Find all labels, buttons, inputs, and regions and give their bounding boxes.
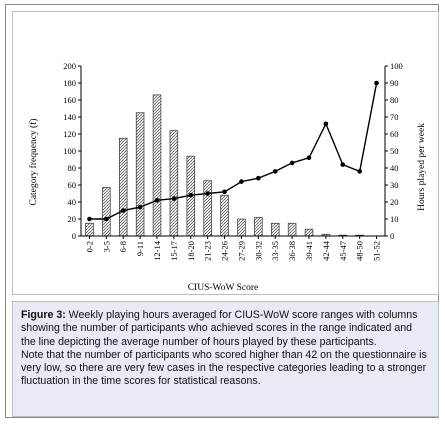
hours-point-3-5 <box>104 216 109 222</box>
left-tick-label: 80 <box>68 163 77 173</box>
figure-label: Figure 3: <box>21 309 66 321</box>
left-tick-label: 100 <box>63 146 76 156</box>
x-tick-label: 36-38 <box>287 241 297 261</box>
figure-caption: Figure 3: Weekly playing hours averaged … <box>12 301 439 417</box>
x-tick-label: 27-29 <box>236 241 246 261</box>
bar-series <box>85 94 364 237</box>
right-axis-ticks: 0 10 20 30 40 50 60 70 80 90 100 <box>385 61 403 241</box>
hours-point-51-52 <box>374 80 379 86</box>
hours-point-42-44 <box>323 121 329 127</box>
bar-9-11 <box>135 112 145 237</box>
left-tick-label: 180 <box>63 78 76 88</box>
bar-33-35 <box>270 222 280 237</box>
x-tick-label: 51-52 <box>372 241 382 261</box>
left-tick-label: 140 <box>63 112 76 122</box>
right-tick-label: 80 <box>390 95 399 105</box>
right-tick-label: 10 <box>390 214 399 224</box>
right-tick-label: 30 <box>390 180 399 190</box>
right-tick-label: 60 <box>390 129 399 139</box>
x-tick-label: 42-44 <box>321 240 331 261</box>
left-tick-label: 20 <box>68 214 77 224</box>
left-tick-label: 200 <box>63 61 76 71</box>
x-tick-label: 45-47 <box>338 241 348 261</box>
x-tick-label: 24-26 <box>220 241 230 261</box>
figure-frame: 0 20 40 60 80 100 120 140 160 180 200 0 10 20 30 40 50 6… <box>5 4 439 418</box>
left-tick-label: 40 <box>68 197 77 207</box>
hours-point-30-32 <box>256 175 261 181</box>
hours-point-33-35 <box>272 169 278 174</box>
hours-point-21-23 <box>205 191 210 196</box>
left-tick-label: 0 <box>72 231 76 241</box>
bar-36-38 <box>287 222 297 237</box>
hours-point-24-26 <box>222 189 227 195</box>
caption-paragraph-2: Note that the number of participants who… <box>21 348 427 388</box>
hours-point-39-41 <box>306 155 312 161</box>
bar-30-32 <box>254 216 263 237</box>
bar-24-26 <box>220 194 229 237</box>
combo-chart: 0 20 40 60 80 100 120 140 160 180 200 0 10 20 30 40 50 6… <box>28 61 427 293</box>
right-tick-label: 90 <box>390 78 399 88</box>
x-tick-label: 3-5 <box>101 241 111 252</box>
x-tick-label: 33-35 <box>270 241 280 261</box>
bar-0-2 <box>85 222 94 237</box>
chart-area: 0 20 40 60 80 100 120 140 160 180 200 0 10 20 30 40 50 6… <box>12 11 439 295</box>
x-tick-label: 30-32 <box>253 241 263 261</box>
x-tick-label: 9-11 <box>135 241 145 256</box>
right-tick-label: 100 <box>390 61 403 71</box>
x-tick-label: 21-23 <box>203 241 213 261</box>
bar-21-23 <box>203 180 212 237</box>
hours-point-36-38 <box>289 160 295 166</box>
right-tick-label: 20 <box>390 197 399 207</box>
left-tick-label: 60 <box>68 180 77 190</box>
hours-point-45-47 <box>340 162 346 167</box>
hours-point-0-2 <box>87 216 92 222</box>
x-tick-label: 39-41 <box>304 241 314 261</box>
x-tick-label: 0-2 <box>84 241 94 252</box>
hours-line <box>89 82 378 220</box>
x-axis-title: CIUS-WoW Score <box>188 283 259 293</box>
hours-point-27-29 <box>239 179 244 184</box>
bar-15-17 <box>169 130 179 237</box>
x-axis-ticks: 0-2 3-5 6-8 9-11 12-14 15-17 18-20 21-23 24-26 27… <box>84 236 382 261</box>
y-axis-title-right: Hours played per week <box>417 123 427 211</box>
x-tick-label: 6-8 <box>118 241 128 252</box>
bar-12-14 <box>152 94 162 237</box>
line-series <box>87 80 379 222</box>
x-tick-label: 12-14 <box>152 240 162 261</box>
hours-point-18-20 <box>188 192 194 198</box>
left-axis-ticks: 0 20 40 60 80 100 120 140 160 180 200 <box>63 61 81 241</box>
hours-point-48-50 <box>357 169 362 174</box>
caption-text-1: Weekly playing hours averaged for CIUS-W… <box>21 309 418 348</box>
hours-point-9-11 <box>137 204 143 210</box>
bar-39-41 <box>304 228 314 237</box>
x-tick-label: 15-17 <box>169 241 179 261</box>
right-tick-label: 40 <box>390 163 399 173</box>
hours-point-15-17 <box>171 196 177 201</box>
bar-27-29 <box>237 218 246 237</box>
right-tick-label: 50 <box>390 146 399 156</box>
left-tick-label: 160 <box>63 95 76 105</box>
x-tick-label: 18-20 <box>186 241 196 261</box>
bar-3-5 <box>102 187 111 237</box>
hours-point-6-8 <box>120 208 126 213</box>
right-tick-label: 70 <box>390 112 399 122</box>
x-tick-label: 48-50 <box>355 241 365 261</box>
y-axis-title-left: Category frequency (f) <box>28 118 39 205</box>
right-tick-label: 0 <box>390 231 394 241</box>
bar-6-8 <box>118 137 128 237</box>
caption-paragraph-1: Figure 3: Weekly playing hours averaged … <box>21 309 428 349</box>
axes <box>80 66 386 237</box>
left-tick-label: 120 <box>63 129 76 139</box>
hours-point-12-14 <box>154 198 160 203</box>
